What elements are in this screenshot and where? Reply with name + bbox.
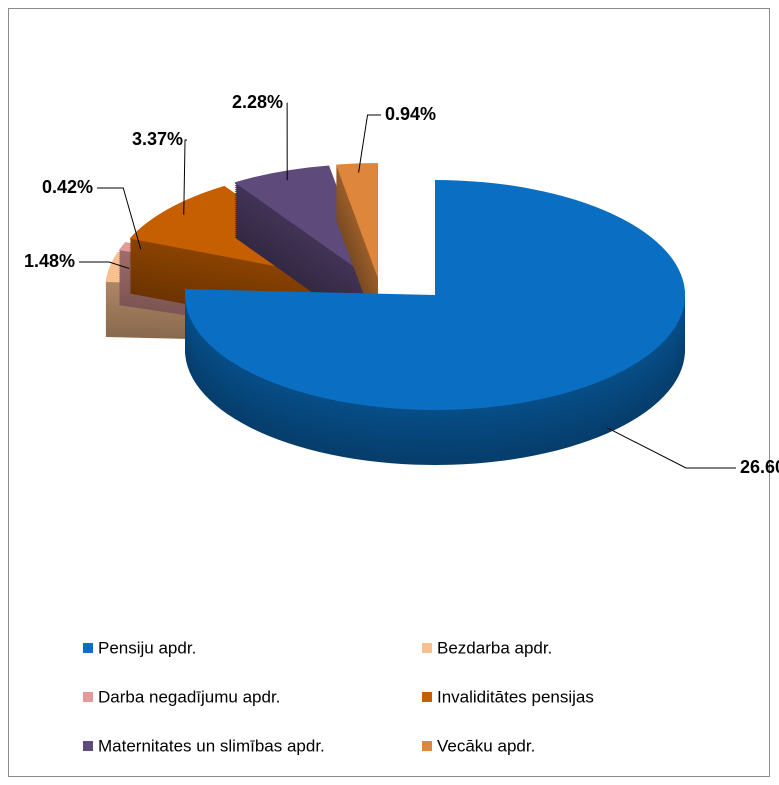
leader-line [79, 261, 130, 270]
data-label: 0.94% [385, 104, 436, 124]
leader-line [607, 427, 736, 469]
data-label: 1.48% [24, 251, 75, 271]
data-label: 26.60% [740, 457, 779, 477]
data-label: 2.28% [232, 92, 283, 112]
legend-label: Pensiju apdr. [98, 638, 196, 657]
legend-swatch [83, 741, 93, 751]
legend-label: Darba negadījumu apdr. [98, 687, 280, 706]
slice [184, 180, 686, 410]
slice [336, 163, 378, 279]
legend-label: Bezdarba apdr. [437, 638, 552, 657]
legend-swatch [422, 643, 432, 653]
legend-swatch [422, 692, 432, 702]
data-label: 3.37% [132, 129, 183, 149]
leader-line [183, 139, 187, 215]
data-label: 0.42% [42, 177, 93, 197]
legend-swatch [422, 741, 432, 751]
legend-swatch [83, 643, 93, 653]
legend-label: Maternitates un slimības apdr. [98, 736, 325, 755]
leader-line [97, 187, 142, 250]
legend-swatch [83, 692, 93, 702]
legend-label: Vecāku apdr. [437, 736, 535, 755]
leader-line [358, 114, 381, 173]
legend-label: Invaliditātes pensijas [437, 687, 594, 706]
